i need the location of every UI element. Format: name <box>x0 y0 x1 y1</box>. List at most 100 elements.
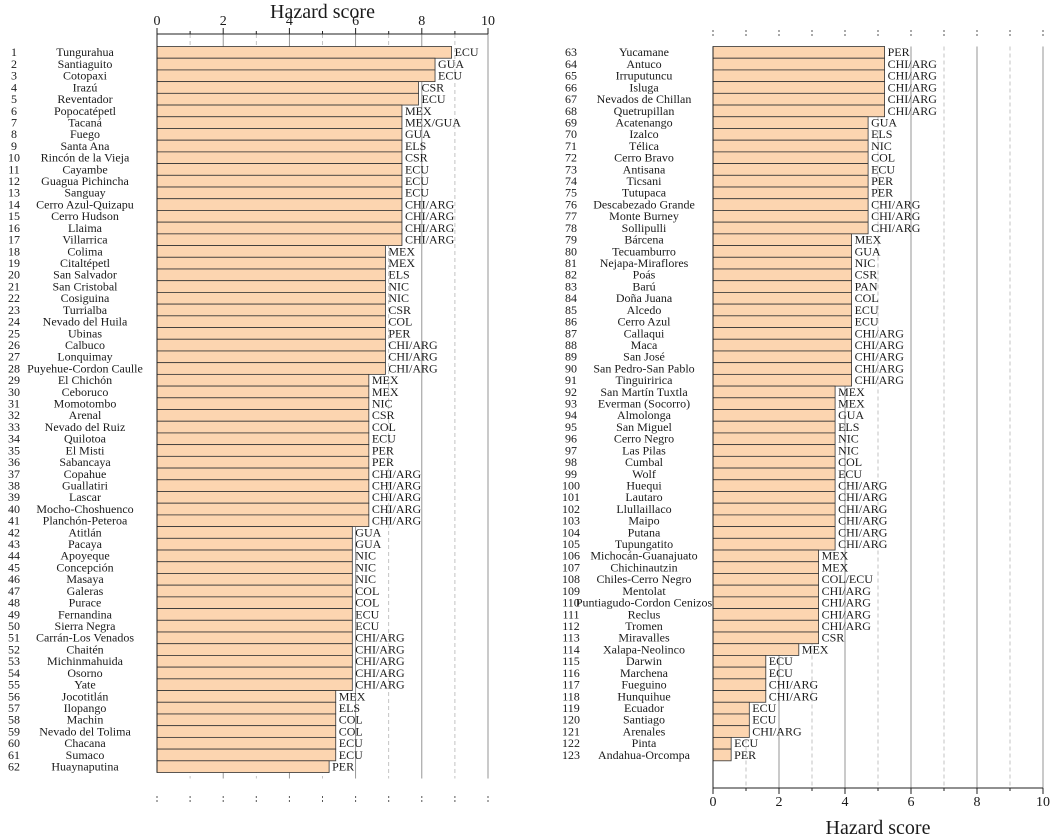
rank-label: 22 <box>8 291 20 305</box>
country-label: CHI/ARG <box>838 478 888 492</box>
rank-label: 3 <box>11 69 17 83</box>
country-label: ECU <box>339 736 363 750</box>
bar <box>712 537 836 551</box>
x-tick-label: 2 <box>220 14 227 29</box>
bar <box>156 233 403 246</box>
rank-label: 58 <box>8 713 20 727</box>
rank-label: 80 <box>565 244 577 258</box>
country-label: ELS <box>405 139 426 153</box>
bar <box>712 713 750 727</box>
volcano-name-label: Cerro Azul <box>618 315 672 329</box>
country-label: ECU <box>855 303 879 317</box>
rank-label: 5 <box>11 92 17 106</box>
volcano-name-label: Quetrupillan <box>614 104 675 118</box>
rank-label: 48 <box>8 596 20 610</box>
rank-label: 54 <box>8 666 20 680</box>
rank-label: 57 <box>8 701 20 715</box>
rank-label: 65 <box>565 69 577 83</box>
volcano-name-label: Chaitén <box>66 642 103 656</box>
bar <box>712 186 869 200</box>
country-label: GUA <box>871 115 897 129</box>
country-label: CHI/ARG <box>355 678 405 692</box>
volcano-name-label: Huaynaputina <box>51 760 119 774</box>
rank-label: 101 <box>562 490 580 504</box>
country-label: COL/ECU <box>822 572 874 586</box>
bar <box>156 174 403 188</box>
bar <box>156 362 386 375</box>
volcano-name-label: Puyehue-Cordon Caulle <box>27 361 143 375</box>
volcano-name-label: Poás <box>633 268 656 282</box>
bar <box>156 713 337 727</box>
bar <box>156 514 370 528</box>
bar <box>156 46 452 59</box>
country-label: GUA <box>405 127 431 141</box>
rank-label: 20 <box>8 268 20 282</box>
rank-label: 18 <box>8 244 20 258</box>
bar <box>156 455 370 469</box>
volcano-name-label: Galeras <box>67 584 104 598</box>
country-label: ECU <box>405 162 429 176</box>
country-label: CHI/ARG <box>388 350 438 364</box>
bar <box>712 116 869 129</box>
country-label: COL <box>855 291 879 305</box>
country-label: CHI/ARG <box>355 666 405 680</box>
rank-label: 50 <box>8 619 20 633</box>
bar <box>712 350 853 364</box>
bar <box>712 210 869 223</box>
volcano-name-label: Turrialba <box>63 303 108 317</box>
country-label: CSR <box>822 631 845 645</box>
country-label: ECU <box>855 315 879 329</box>
rank-label: 2 <box>11 57 17 71</box>
rank-label: 29 <box>8 373 20 387</box>
country-label: CHI/ARG <box>372 514 422 528</box>
country-label: ELS <box>838 420 859 434</box>
country-label: CSR <box>405 151 428 165</box>
volcano-name-label: Irazú <box>73 80 98 94</box>
country-label: NIC <box>871 139 892 153</box>
x-tick-label: 10 <box>1036 795 1050 810</box>
bar <box>712 432 836 446</box>
bar <box>156 701 337 715</box>
rank-label: 32 <box>8 408 20 422</box>
bar <box>712 151 869 164</box>
rank-label: 35 <box>8 443 20 457</box>
country-label: CHI/ARG <box>888 80 938 94</box>
volcano-name-label: Cerro Bravo <box>614 151 674 165</box>
country-label: CHI/ARG <box>838 537 888 551</box>
country-label: CHI/ARG <box>855 361 905 375</box>
bar <box>156 303 386 317</box>
volcano-name-label: Quilotoa <box>64 432 107 446</box>
volcano-name-label: Reventador <box>57 92 112 106</box>
bar <box>156 81 419 94</box>
volcano-name-label: Mocho-Choshuenco <box>36 502 133 516</box>
rank-label: 52 <box>8 642 20 656</box>
volcano-name-label: Marchena <box>620 666 669 680</box>
bar <box>156 92 419 106</box>
volcano-name-label: Guallatiri <box>62 478 109 492</box>
country-label: MEX <box>855 233 882 247</box>
bar <box>712 303 853 317</box>
country-label: PER <box>372 455 394 469</box>
country-label: MEX <box>838 397 865 411</box>
bar <box>156 537 353 551</box>
bar <box>712 502 836 516</box>
country-label: PER <box>888 45 910 59</box>
bar <box>156 526 353 539</box>
bar <box>712 139 869 153</box>
rank-label: 79 <box>565 233 577 247</box>
rank-label: 95 <box>565 420 577 434</box>
country-label: NIC <box>355 572 376 586</box>
x-tick-label: 4 <box>842 795 849 810</box>
volcano-name-label: Tungurahua <box>56 45 114 59</box>
rank-label: 93 <box>565 397 577 411</box>
bar <box>156 725 337 738</box>
country-label: MEX/GUA <box>405 115 461 129</box>
volcano-name-label: Miravalles <box>618 631 670 645</box>
bar <box>156 210 403 223</box>
country-label: CHI/ARG <box>888 57 938 71</box>
rank-label: 62 <box>8 760 20 774</box>
volcano-name-label: Callaqui <box>624 326 665 340</box>
volcano-name-label: Reclus <box>628 607 661 621</box>
bar <box>156 584 353 598</box>
